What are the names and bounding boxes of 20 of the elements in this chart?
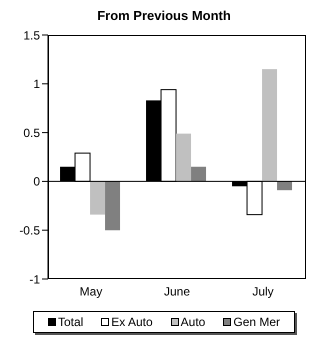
legend-label: Gen Mer (233, 315, 280, 329)
bar (277, 181, 292, 190)
y-tick-label: -1 (29, 272, 40, 286)
x-tick-label: June (164, 284, 190, 299)
x-tick-label: May (80, 284, 102, 299)
bar (262, 69, 278, 182)
y-tick-label: 0.5 (23, 126, 40, 140)
legend-label: Auto (180, 315, 206, 329)
legend-label: Ex Auto (111, 315, 153, 329)
y-tick-label: -0.5 (19, 223, 40, 238)
bar (90, 181, 106, 215)
y-tick-label: 1.5 (23, 28, 40, 42)
x-tick-label: July (252, 284, 274, 299)
bar (105, 181, 120, 230)
y-tick-label: 1 (33, 77, 40, 92)
bar (191, 166, 206, 182)
bar (176, 134, 192, 182)
legend-label: Total (58, 315, 84, 329)
y-tick-label: 0 (33, 174, 40, 189)
chart-title: From Previous Month (96, 8, 232, 23)
